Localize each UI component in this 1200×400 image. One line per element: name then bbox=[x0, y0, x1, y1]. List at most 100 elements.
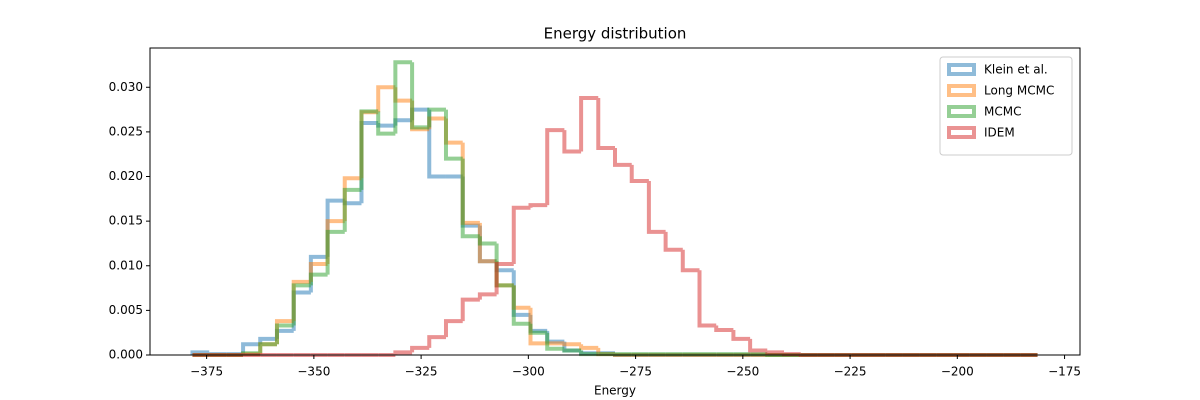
x-tick-label: −250 bbox=[726, 365, 759, 379]
histogram-step bbox=[494, 261, 514, 295]
legend-label: MCMC bbox=[984, 105, 1021, 119]
histogram-step bbox=[308, 272, 328, 286]
histogram-step bbox=[460, 142, 480, 225]
histogram-step bbox=[376, 111, 396, 136]
histogram-step bbox=[528, 323, 548, 335]
histogram-step bbox=[443, 118, 463, 145]
histogram-step bbox=[325, 198, 345, 257]
histogram-step bbox=[511, 285, 531, 310]
histogram-step bbox=[596, 97, 615, 150]
histogram-step bbox=[528, 307, 548, 346]
histogram-step bbox=[427, 109, 446, 179]
histogram-step bbox=[629, 164, 649, 183]
histogram-step bbox=[579, 95, 599, 152]
histogram-step bbox=[376, 85, 396, 113]
histogram-step bbox=[443, 319, 463, 338]
y-tick-label: 0.020 bbox=[109, 169, 143, 183]
y-tick-label: 0.030 bbox=[109, 80, 143, 94]
histogram-step bbox=[427, 116, 446, 130]
legend-swatch bbox=[947, 105, 976, 118]
histogram-step bbox=[410, 100, 430, 132]
histogram-step bbox=[460, 158, 480, 239]
legend-swatch bbox=[947, 84, 976, 97]
histogram-step bbox=[342, 176, 362, 222]
histogram-step bbox=[511, 285, 531, 326]
x-tick-label: −350 bbox=[297, 365, 330, 379]
histogram-series bbox=[192, 95, 1038, 357]
histogram-step bbox=[393, 118, 413, 126]
x-tick-label: −225 bbox=[834, 365, 867, 379]
x-axis-label: Energy bbox=[594, 384, 636, 398]
y-tick-label: 0.000 bbox=[109, 348, 143, 362]
y-tick-label: 0.015 bbox=[109, 214, 143, 228]
histogram-step bbox=[274, 328, 294, 339]
x-tick-label: −325 bbox=[405, 365, 438, 379]
histogram-step bbox=[410, 107, 430, 121]
histogram-series bbox=[192, 60, 1038, 357]
histogram-step bbox=[697, 270, 717, 328]
histogram-step bbox=[579, 344, 599, 350]
histogram-step bbox=[342, 187, 362, 232]
histogram-step bbox=[376, 122, 396, 128]
y-tick-label: 0.010 bbox=[109, 258, 143, 272]
histogram-step bbox=[258, 342, 277, 354]
histogram-step bbox=[291, 290, 311, 331]
histogram-step bbox=[359, 120, 379, 204]
histogram-step bbox=[427, 335, 446, 348]
histogram-step bbox=[291, 279, 311, 322]
legend-swatch bbox=[947, 126, 976, 139]
x-tick-label: −300 bbox=[512, 365, 545, 379]
histogram-step bbox=[241, 342, 261, 355]
histogram-step bbox=[460, 297, 480, 322]
histogram-step bbox=[443, 109, 463, 161]
histogram-step bbox=[274, 323, 294, 345]
y-tick-label: 0.025 bbox=[109, 124, 143, 138]
histogram-step bbox=[545, 330, 565, 344]
histogram-step bbox=[748, 338, 768, 353]
histogram-step bbox=[460, 176, 480, 228]
histogram-step bbox=[528, 314, 548, 333]
histogram-step bbox=[410, 345, 430, 353]
y-tick-label: 0.005 bbox=[109, 303, 143, 317]
histogram-step bbox=[562, 130, 582, 154]
legend-label: Long MCMC bbox=[984, 84, 1054, 98]
histogram-step bbox=[511, 205, 531, 264]
histogram-step bbox=[393, 60, 413, 134]
histogram-step bbox=[291, 283, 311, 326]
x-tick-label: −200 bbox=[941, 365, 974, 379]
histogram-step bbox=[477, 292, 497, 300]
histogram-step bbox=[528, 203, 548, 208]
histogram-step bbox=[765, 350, 785, 355]
histogram-step bbox=[427, 107, 446, 128]
histogram-step bbox=[562, 348, 582, 353]
histogram-step bbox=[393, 350, 413, 355]
histogram-step bbox=[359, 109, 379, 190]
histogram-step bbox=[545, 128, 565, 206]
histogram-step bbox=[731, 330, 751, 341]
histogram-step bbox=[646, 180, 666, 234]
histogram-step bbox=[782, 352, 801, 357]
x-tick-label: −275 bbox=[619, 365, 652, 379]
legend-label: Klein et al. bbox=[984, 63, 1048, 77]
chart-title: Energy distribution bbox=[544, 25, 687, 43]
plot-frame bbox=[149, 47, 1081, 356]
histogram-step bbox=[562, 342, 582, 347]
histogram-step bbox=[325, 229, 345, 275]
histogram-step bbox=[613, 147, 632, 167]
histogram-step bbox=[579, 350, 599, 357]
x-tick-label: −375 bbox=[190, 365, 223, 379]
histogram-step bbox=[663, 231, 683, 252]
histogram-step bbox=[393, 87, 413, 103]
histogram-step bbox=[545, 332, 565, 351]
histogram-step bbox=[325, 219, 345, 264]
histogram-step bbox=[342, 200, 362, 206]
histogram-step bbox=[477, 236, 497, 246]
histogram-step bbox=[680, 249, 700, 273]
histogram-series bbox=[192, 85, 1038, 357]
x-tick-label: −175 bbox=[1048, 365, 1081, 379]
histogram-step bbox=[410, 62, 430, 130]
histogram-step bbox=[714, 325, 734, 333]
legend-swatch bbox=[947, 63, 976, 76]
legend-label: IDEM bbox=[984, 126, 1015, 140]
